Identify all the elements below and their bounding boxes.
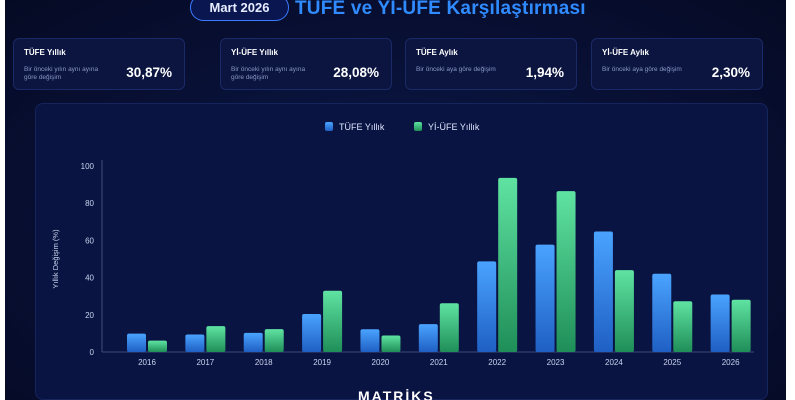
bar-chart: 0 20 40 60 80 100 Yıllık Değişim (%) 2016 2017 20… bbox=[51, 122, 754, 367]
card-value: 28,08% bbox=[333, 65, 379, 80]
card-title: Yİ-ÜFE Yıllık bbox=[231, 48, 278, 57]
bar-tufe-2016 bbox=[127, 333, 146, 352]
header: Mart 2026 TÜFE ve Yİ-ÜFE Karşılaştırması bbox=[5, 0, 786, 28]
legend-label: TÜFE Yıllık bbox=[339, 122, 385, 132]
bar-tufe-2018 bbox=[243, 332, 263, 352]
x-tick-label: 2022 bbox=[488, 358, 506, 367]
bar-tufe-2023 bbox=[535, 244, 555, 352]
bar-tufe-2019 bbox=[302, 314, 322, 352]
legend-label: Yİ-ÜFE Yıllık bbox=[428, 122, 480, 132]
x-tick-label: 2024 bbox=[605, 358, 623, 367]
x-tick-label: 2016 bbox=[138, 358, 156, 367]
card-title: TÜFE Yıllık bbox=[24, 48, 66, 57]
bar-tufe-2024 bbox=[593, 231, 613, 352]
bar-tufe-2017 bbox=[185, 334, 205, 352]
card-value: 1,94% bbox=[525, 65, 564, 80]
bar-tufe-2026 bbox=[710, 294, 730, 352]
x-tick-label: 2021 bbox=[430, 358, 448, 367]
bar-tufe-2025 bbox=[652, 273, 672, 352]
y-tick-label: 60 bbox=[85, 236, 94, 245]
bar-yiufe-2019 bbox=[323, 290, 343, 352]
card-description: Bir önceki aya göre değişim bbox=[416, 66, 496, 73]
bar-yiufe-2022 bbox=[498, 177, 518, 352]
dashboard-panel: Mart 2026 TÜFE ve Yİ-ÜFE Karşılaştırması… bbox=[5, 0, 786, 400]
card-value: 30,87% bbox=[126, 65, 172, 80]
legend-swatch bbox=[325, 122, 333, 131]
y-tick-label: 80 bbox=[85, 199, 94, 208]
x-tick-label: 2025 bbox=[663, 358, 681, 367]
x-tick-label: 2017 bbox=[196, 358, 214, 367]
brand-logo: MATRİKS bbox=[358, 388, 435, 400]
x-tick-label: 2019 bbox=[313, 358, 331, 367]
bar-yiufe-2016 bbox=[148, 340, 167, 352]
legend-swatch bbox=[414, 122, 422, 131]
card-title: TÜFE Aylık bbox=[416, 48, 458, 57]
card-description: Bir önceki yılın aynı ayına göre değişim bbox=[24, 66, 99, 81]
bar-yiufe-2025 bbox=[673, 301, 693, 352]
y-tick-label: 100 bbox=[81, 162, 95, 171]
bar-yiufe-2017 bbox=[206, 326, 226, 352]
y-axis-label: Yıllık Değişim (%) bbox=[51, 229, 60, 289]
y-tick-label: 40 bbox=[85, 274, 94, 283]
bar-yiufe-2024 bbox=[614, 270, 634, 352]
bar-yiufe-2021 bbox=[439, 303, 459, 352]
x-tick-label: 2018 bbox=[255, 358, 273, 367]
bar-yiufe-2020 bbox=[381, 335, 401, 352]
y-tick-label: 20 bbox=[85, 311, 94, 320]
bar-yiufe-2026 bbox=[731, 299, 751, 352]
bar-tufe-2022 bbox=[477, 261, 497, 352]
date-badge: Mart 2026 bbox=[190, 0, 289, 21]
bar-tufe-2020 bbox=[360, 329, 380, 352]
card-description: Bir önceki yılın aynı ayına göre değişim bbox=[231, 66, 306, 81]
bar-yiufe-2023 bbox=[556, 191, 576, 352]
card-description: Bir önceki aya göre değişim bbox=[602, 66, 682, 73]
chart-container: 0 20 40 60 80 100 Yıllık Değişim (%) 2016 2017 20… bbox=[35, 103, 768, 400]
x-tick-label: 2023 bbox=[547, 358, 565, 367]
bar-tufe-2021 bbox=[418, 324, 438, 352]
y-tick-label: 0 bbox=[90, 348, 95, 357]
x-tick-label: 2020 bbox=[372, 358, 390, 367]
stat-card-tufe-yearly: TÜFE Yıllık Bir önceki yılın aynı ayına … bbox=[13, 38, 185, 90]
stat-card-tufe-monthly: TÜFE Aylık Bir önceki aya göre değişim 1… bbox=[405, 38, 577, 90]
page-title: TÜFE ve Yİ-ÜFE Karşılaştırması bbox=[295, 0, 586, 19]
stat-card-yiufe-monthly: Yİ-ÜFE Aylık Bir önceki aya göre değişim… bbox=[591, 38, 763, 90]
x-tick-label: 2026 bbox=[722, 358, 740, 367]
card-value: 2,30% bbox=[711, 65, 750, 80]
stat-card-yiufe-yearly: Yİ-ÜFE Yıllık Bir önceki yılın aynı ayın… bbox=[220, 38, 392, 90]
bar-yiufe-2018 bbox=[264, 329, 284, 352]
card-title: Yİ-ÜFE Aylık bbox=[602, 48, 649, 57]
